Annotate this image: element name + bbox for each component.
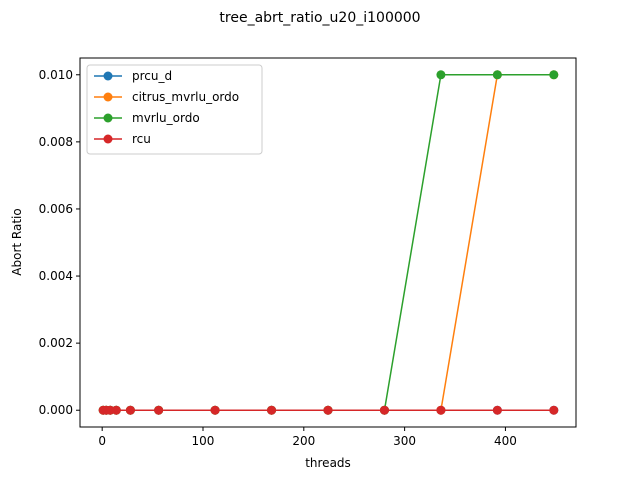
- data-point: [492, 70, 502, 80]
- data-point: [210, 405, 220, 415]
- x-tick-label: 200: [292, 434, 315, 448]
- x-tick-label: 400: [494, 434, 517, 448]
- legend-label: mvrlu_ordo: [132, 111, 200, 125]
- y-tick-label: 0.010: [39, 68, 73, 82]
- legend-marker: [103, 92, 113, 102]
- data-point: [267, 405, 277, 415]
- data-point: [436, 405, 446, 415]
- x-tick-label: 300: [393, 434, 416, 448]
- data-point: [323, 405, 333, 415]
- data-point: [492, 405, 502, 415]
- data-point: [549, 70, 559, 80]
- y-tick-label: 0.006: [39, 202, 73, 216]
- legend-marker: [103, 134, 113, 144]
- legend-label: citrus_mvrlu_ordo: [132, 90, 239, 104]
- chart-title: tree_abrt_ratio_u20_i100000: [219, 10, 420, 26]
- y-axis-label: Abort Ratio: [10, 208, 24, 275]
- data-point: [125, 405, 135, 415]
- y-tick-label: 0.000: [39, 403, 73, 417]
- y-tick-label: 0.008: [39, 135, 73, 149]
- data-point: [436, 70, 446, 80]
- legend-marker: [103, 71, 113, 81]
- data-point: [379, 405, 389, 415]
- x-tick-label: 100: [192, 434, 215, 448]
- legend-label: rcu: [132, 132, 151, 146]
- x-axis: 0 100 200 300 400: [98, 427, 517, 448]
- x-axis-label: threads: [305, 456, 351, 470]
- x-tick-label: 0: [98, 434, 106, 448]
- y-tick-label: 0.004: [39, 269, 73, 283]
- data-point: [549, 405, 559, 415]
- plot-frame: [79, 57, 577, 428]
- legend-box: [86, 64, 263, 155]
- legend-label: prcu_d: [132, 69, 172, 83]
- data-point: [154, 405, 164, 415]
- data-point: [111, 405, 121, 415]
- series-layer: [98, 70, 559, 415]
- y-tick-label: 0.002: [39, 336, 73, 350]
- y-axis: 0.000 0.002 0.004 0.006 0.008 0.010: [39, 68, 80, 417]
- legend-marker: [103, 113, 113, 123]
